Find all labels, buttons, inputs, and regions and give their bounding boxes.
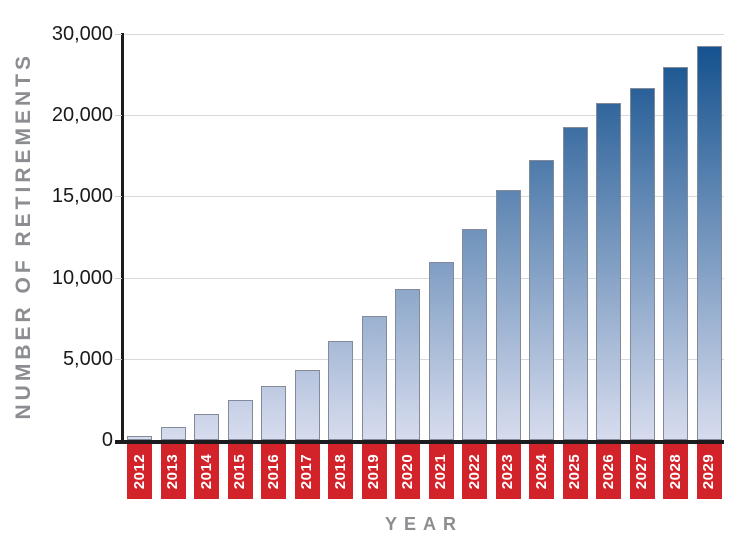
bar-2023 [495, 190, 521, 440]
year-label: 2028 [667, 453, 684, 490]
bar-2025 [562, 127, 588, 440]
gridline [124, 196, 724, 198]
year-box-2015: 2015 [227, 444, 253, 499]
year-box-2028: 2028 [663, 444, 688, 499]
year-box-2014: 2014 [194, 444, 219, 499]
gridline [124, 115, 724, 117]
year-box-2029: 2029 [696, 444, 722, 499]
bar-2021 [428, 262, 454, 440]
y-axis-line [121, 33, 124, 444]
y-tick-label: 20,000 [51, 104, 113, 127]
x-axis-line [115, 440, 724, 444]
bar-2017 [294, 370, 320, 440]
y-axis-tick-mark [115, 277, 122, 279]
y-axis-tick-mark [115, 34, 122, 35]
year-label: 2016 [265, 453, 282, 490]
bar-2028 [663, 67, 688, 440]
year-box-2012: 2012 [127, 444, 152, 499]
year-label: 2019 [365, 453, 383, 490]
year-box-2023: 2023 [495, 444, 521, 499]
bar-2014 [194, 414, 219, 440]
year-label: 2014 [198, 453, 215, 490]
gridline [124, 277, 724, 279]
year-label: 2027 [633, 453, 651, 490]
year-box-2021: 2021 [428, 444, 454, 499]
y-axis-tick-mark [115, 358, 122, 360]
y-tick-label: 5,000 [62, 347, 113, 370]
year-box-2013: 2013 [160, 444, 186, 499]
year-label: 2017 [298, 453, 316, 490]
bar-2022 [462, 229, 487, 440]
year-label: 2025 [566, 453, 584, 490]
y-tick-label: 30,000 [51, 23, 113, 45]
year-label: 2012 [131, 453, 148, 490]
bar-2015 [227, 400, 253, 440]
y-axis-tick-mark [115, 196, 122, 198]
year-box-2020: 2020 [395, 444, 420, 499]
year-box-2018: 2018 [328, 444, 353, 499]
year-label: 2024 [533, 453, 550, 490]
bar-2018 [328, 341, 353, 440]
year-box-2027: 2027 [629, 444, 655, 499]
year-label: 2029 [700, 453, 718, 490]
year-box-2019: 2019 [361, 444, 387, 499]
year-label: 2026 [600, 453, 617, 490]
bar-2029 [696, 46, 722, 440]
bar-2012 [127, 436, 152, 440]
year-box-2017: 2017 [294, 444, 320, 499]
y-tick-label: 0 [101, 429, 113, 451]
bar-2027 [629, 88, 655, 440]
year-label: 2013 [164, 453, 182, 490]
bar-2026 [596, 103, 621, 440]
year-label: 2015 [231, 453, 249, 490]
year-label: 2021 [432, 453, 450, 490]
bar-2016 [261, 386, 286, 440]
bar-2024 [529, 160, 554, 440]
year-box-2022: 2022 [462, 444, 487, 499]
y-tick-label: 10,000 [51, 266, 113, 289]
bar-2013 [160, 427, 186, 440]
year-box-2016: 2016 [261, 444, 286, 499]
gridline [124, 358, 724, 360]
year-box-2026: 2026 [596, 444, 621, 499]
y-axis-tick-labels: 0 5,000 10,000 15,000 20,000 30,000 [0, 0, 113, 460]
year-label: 2023 [499, 453, 517, 490]
plot-area [124, 34, 724, 440]
year-label: 2020 [399, 453, 416, 490]
y-axis-tick-mark [115, 115, 122, 117]
x-axis-year-labels: 2012 2013 2014 2015 2016 2017 2018 2019 2020 2021… [124, 444, 724, 499]
x-axis-title: YEAR [384, 514, 463, 534]
bar-2020 [395, 289, 420, 440]
y-tick-label: 15,000 [51, 185, 113, 208]
year-box-2024: 2024 [529, 444, 554, 499]
year-box-2025: 2025 [562, 444, 588, 499]
year-label: 2018 [332, 453, 349, 490]
gridline [124, 34, 724, 35]
year-label: 2022 [466, 453, 483, 490]
bar-2019 [361, 316, 387, 440]
